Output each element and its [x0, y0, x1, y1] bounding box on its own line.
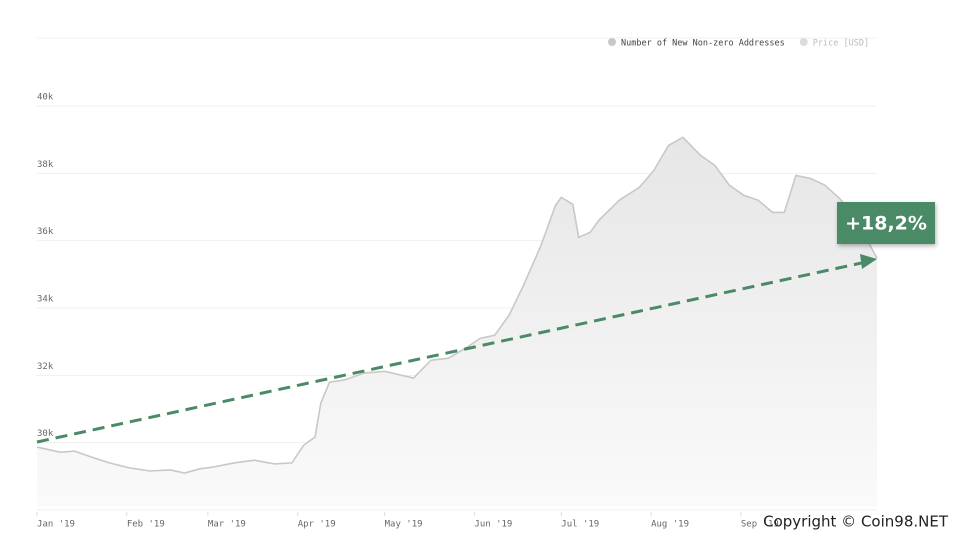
legend-marker [799, 38, 808, 46]
copyright: Copyright © Coin98.NET [763, 513, 949, 531]
x-tick-label: Apr '19 [298, 520, 336, 530]
y-tick-label: 36k [37, 227, 54, 237]
x-tick-label: Sep '19 [741, 520, 779, 530]
x-tick-label: Aug '19 [651, 520, 689, 530]
x-tick-label: Feb '19 [127, 520, 165, 530]
x-tick-label: Mar '19 [208, 520, 246, 530]
y-tick-label: 32k [37, 362, 54, 372]
y-tick-label: 34k [37, 295, 54, 305]
x-tick-label: Jun '19 [474, 520, 512, 530]
line [36, 136, 878, 474]
trend-arrow [36, 260, 867, 444]
x-tick-label: Jan '19 [37, 520, 75, 530]
x-tick-label: Jul '19 [561, 520, 599, 530]
y-tick-label: 38k [37, 160, 54, 170]
y-tick-label: 30k [37, 429, 54, 439]
annotation-box [837, 202, 935, 244]
annotation: +18,2% [845, 213, 927, 235]
y-tick-label: 40k [37, 93, 54, 103]
arrow-head [860, 254, 877, 269]
legend-marker [608, 38, 616, 46]
legend-label: Number of New Non-zero Addresses [621, 39, 785, 49]
area [37, 137, 877, 506]
legend-label: Price [USD] [813, 39, 869, 49]
x-tick-label: May '19 [385, 520, 423, 530]
